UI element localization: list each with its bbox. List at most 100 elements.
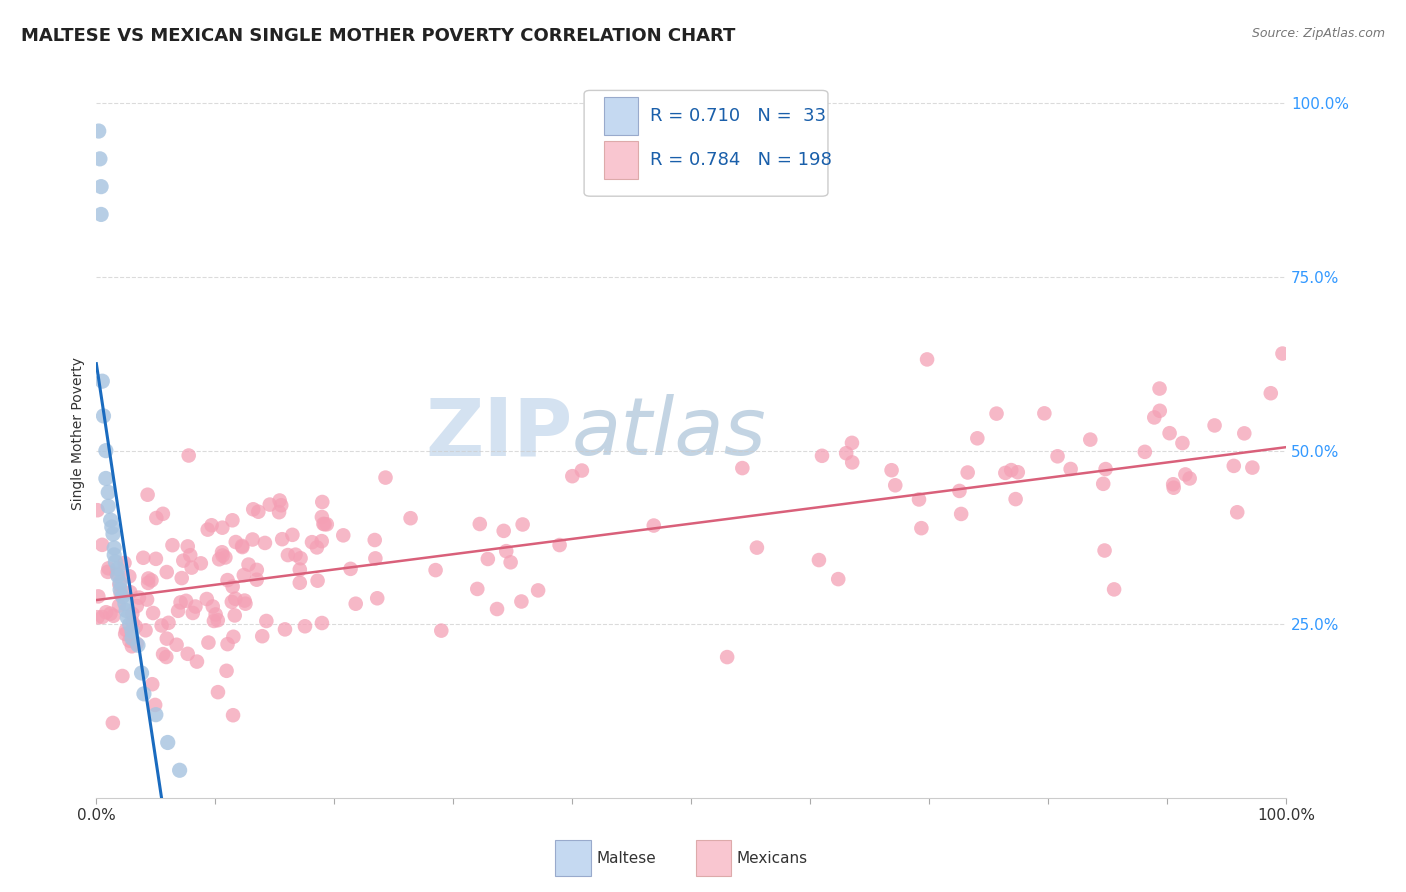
Point (233, 593, 256, 607)
Point (120, 585, 142, 599)
Point (136, 488, 159, 502)
Point (111, 590, 134, 604)
Point (156, 632, 179, 646)
Point (277, 548, 299, 562)
Point (841, 435, 863, 450)
Point (1204, 418, 1226, 433)
Text: ZIP: ZIP (425, 394, 572, 472)
Text: Mexicans: Mexicans (737, 851, 808, 865)
Point (162, 538, 184, 552)
Point (89, 152, 111, 166)
Point (221, 595, 243, 609)
Point (1174, 467, 1197, 482)
Point (1004, 492, 1026, 507)
Point (97, 485, 120, 500)
Point (950, 507, 973, 521)
Point (305, 541, 328, 555)
Point (117, 610, 139, 624)
Point (880, 463, 903, 477)
Point (364, 533, 387, 547)
Point (108, 575, 131, 590)
Point (181, 606, 204, 620)
Point (118, 633, 141, 648)
Point (1000, 463, 1022, 477)
Point (495, 544, 517, 558)
Point (91, 538, 114, 552)
Point (174, 594, 197, 608)
Point (143, 698, 166, 712)
Point (97, 561, 120, 575)
Point (111, 669, 134, 683)
Text: R = 0.784   N = 198: R = 0.784 N = 198 (650, 151, 831, 169)
Point (104, 555, 127, 569)
Point (1271, 346, 1294, 360)
Point (561, 469, 583, 483)
Point (499, 555, 522, 569)
Point (966, 431, 988, 445)
Point (252, 629, 274, 643)
Point (288, 563, 311, 577)
Point (242, 502, 264, 516)
Point (169, 595, 191, 609)
Point (197, 635, 219, 649)
Point (145, 707, 167, 722)
Point (169, 764, 191, 778)
Point (884, 478, 907, 492)
Point (103, 541, 125, 555)
Point (222, 708, 245, 723)
Point (339, 562, 361, 576)
Point (1078, 433, 1101, 447)
Point (121, 615, 143, 630)
Point (731, 461, 754, 475)
Point (142, 606, 165, 620)
Text: MALTESE VS MEXICAN SINGLE MOTHER POVERTY CORRELATION CHART: MALTESE VS MEXICAN SINGLE MOTHER POVERTY… (21, 27, 735, 45)
Point (811, 449, 834, 463)
Point (180, 560, 202, 574)
Point (103, 548, 125, 562)
Point (477, 552, 499, 566)
Point (1046, 450, 1069, 464)
Point (215, 664, 238, 678)
Point (90, 207, 112, 221)
Point (253, 536, 276, 550)
Point (1171, 436, 1194, 450)
Point (1143, 410, 1166, 425)
Point (132, 687, 155, 701)
Point (311, 510, 333, 524)
Point (170, 571, 193, 585)
Point (716, 650, 738, 665)
Point (527, 583, 550, 598)
Point (841, 455, 863, 469)
Point (211, 545, 233, 559)
Point (1102, 582, 1125, 597)
Point (186, 655, 208, 669)
Point (97, 500, 120, 514)
Text: Maltese: Maltese (596, 851, 655, 865)
Point (246, 563, 269, 577)
Point (224, 608, 246, 623)
Point (332, 528, 354, 542)
Point (100, 607, 122, 621)
Point (204, 607, 226, 622)
Point (87, 590, 110, 604)
Point (986, 407, 1008, 421)
Point (1133, 445, 1156, 459)
Point (101, 715, 124, 730)
Point (246, 573, 269, 587)
Point (315, 517, 337, 532)
Point (201, 599, 224, 614)
Point (118, 569, 141, 583)
Point (908, 492, 931, 507)
Point (217, 637, 239, 651)
Point (207, 685, 229, 699)
Point (956, 466, 979, 480)
Point (91, 374, 114, 388)
Point (202, 614, 225, 628)
Point (145, 551, 167, 566)
Point (1094, 462, 1116, 476)
Point (156, 565, 179, 579)
Point (312, 516, 335, 531)
Point (93, 409, 115, 423)
Point (222, 630, 245, 644)
Point (364, 551, 387, 566)
